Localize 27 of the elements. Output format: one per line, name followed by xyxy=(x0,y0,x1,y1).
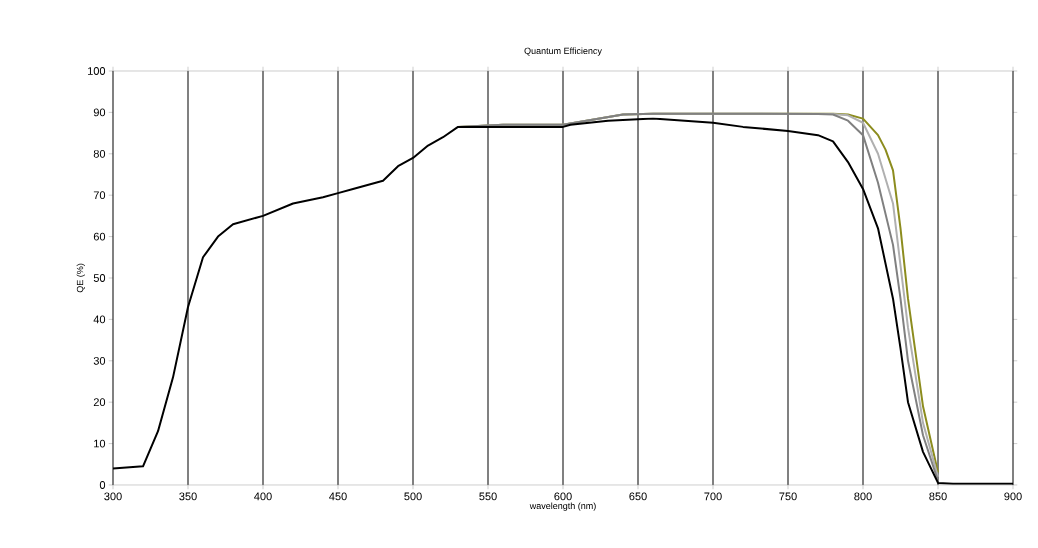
x-tick-label: 300 xyxy=(104,492,122,501)
y-tick-label: 80 xyxy=(93,149,106,158)
y-tick-label: 10 xyxy=(94,439,106,448)
x-tick-label: 500 xyxy=(404,492,422,501)
y-tick-label: 90 xyxy=(93,108,106,117)
x-tick-label: 400 xyxy=(254,492,272,501)
x-tick-label: 750 xyxy=(779,492,797,501)
y-tick-label: 30 xyxy=(93,356,106,365)
y-tick-label: 70 xyxy=(93,191,106,200)
x-tick-label: 600 xyxy=(554,492,572,501)
x-tick-label: 700 xyxy=(704,492,722,501)
y-tick-label: 100 xyxy=(88,67,106,75)
y-tick-label: 20 xyxy=(93,398,106,407)
y-tick-label: 50 xyxy=(93,274,106,282)
x-tick-label: 650 xyxy=(629,492,647,501)
chart-title: Quantum Efficiency xyxy=(524,47,602,56)
x-tick-label: 450 xyxy=(329,492,347,501)
x-tick-label: 550 xyxy=(479,492,497,501)
y-tick-label: 0 xyxy=(99,481,106,489)
y-axis-title: QE (%) xyxy=(76,263,85,293)
y-tick-label: 60 xyxy=(93,232,106,241)
x-tick-label: 350 xyxy=(179,492,197,501)
x-tick-label: 850 xyxy=(929,492,947,501)
y-tick-label: 40 xyxy=(93,315,106,324)
x-tick-label: 900 xyxy=(1004,492,1022,501)
x-axis-title: wavelength (nm) xyxy=(529,502,596,511)
x-tick-label: 800 xyxy=(854,492,872,501)
